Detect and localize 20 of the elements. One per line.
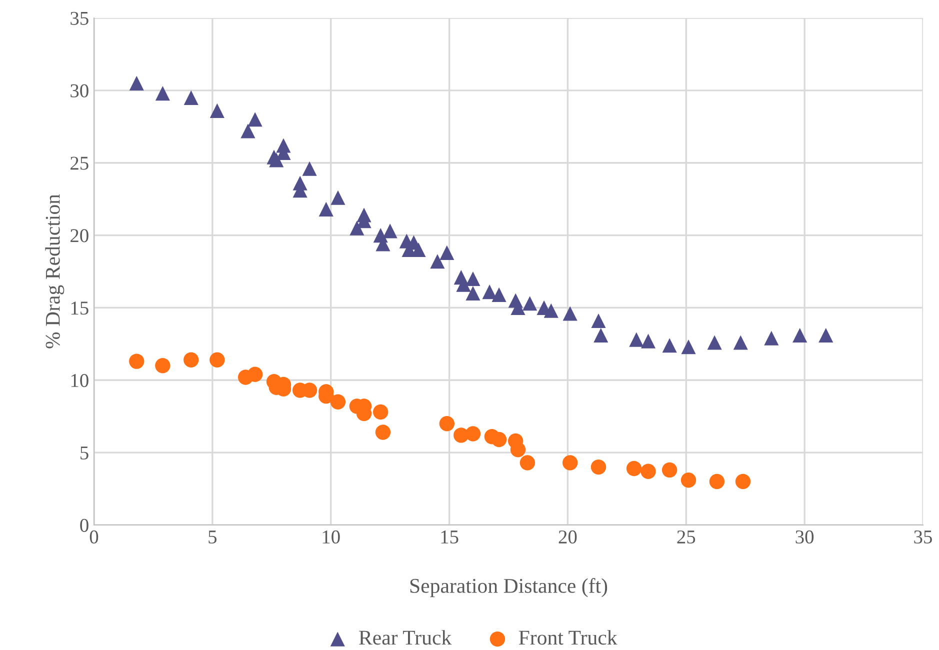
y-tick-label: 15 [71,302,88,315]
x-tick-label: 20 [558,530,577,544]
y-axis-title: % Drag Reduction [45,194,64,348]
x-tick-label: 0 [90,530,98,544]
y-tick-label: 20 [70,229,88,242]
y-tick-label: 0 [80,518,88,532]
x-tick-label: 15 [441,530,458,544]
x-tick-label: 35 [914,530,932,544]
x-tick-label: 30 [796,530,814,544]
y-tick-label: 25 [70,156,88,170]
x-axis-title: Separation Distance (ft) [410,578,608,598]
y-tick-label: 5 [80,446,88,460]
y-tick-label: 30 [70,84,88,98]
x-tick-label: 25 [677,530,696,544]
x-tick-label: 10 [322,530,340,544]
legend-label: Rear Truck [359,630,452,645]
y-tick-label: 10 [71,374,88,388]
legend-label: Front Truck [518,630,618,645]
y-tick-label: 35 [70,12,88,25]
x-tick-label: 5 [208,530,217,544]
